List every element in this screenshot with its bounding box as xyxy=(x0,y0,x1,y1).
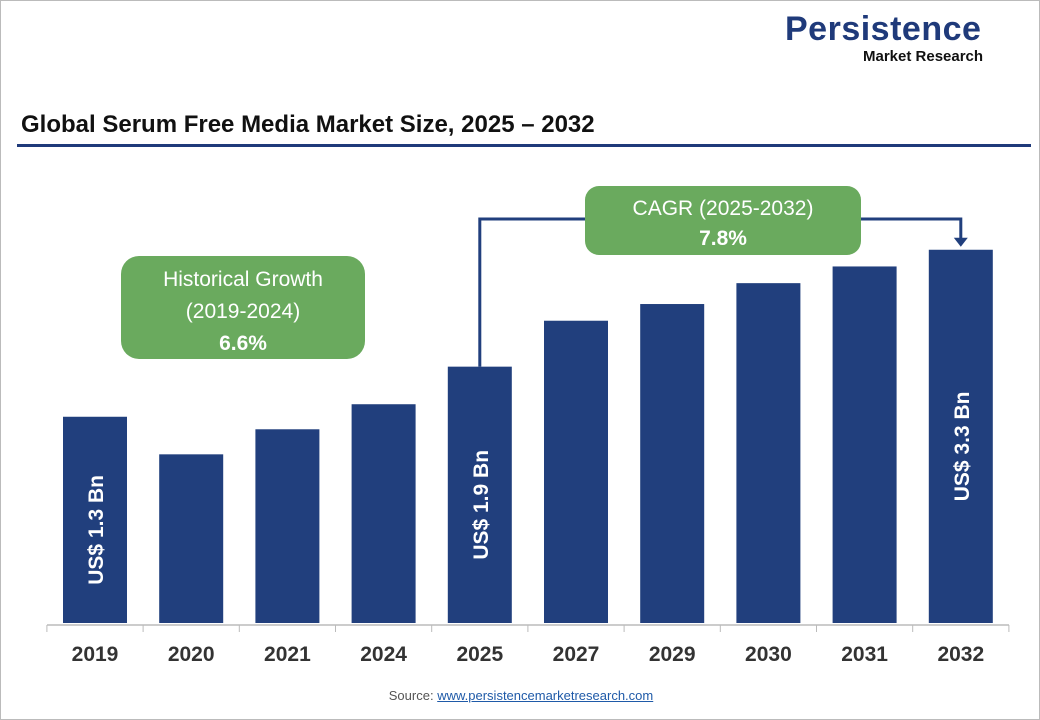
source-link[interactable]: www.persistencemarketresearch.com xyxy=(437,688,654,703)
logo-subtitle: Market Research xyxy=(863,48,984,65)
x-tick-label-2029: 2029 xyxy=(649,643,696,666)
data-label-2019: US$ 1.3 Bn xyxy=(85,475,108,585)
bar-2027 xyxy=(544,320,608,623)
source-label: Source: xyxy=(388,688,434,703)
x-tick-label-2019: 2019 xyxy=(72,643,119,666)
logo: Persistence xyxy=(785,10,982,48)
historical-growth-text: Historical Growth xyxy=(163,268,323,291)
title-divider xyxy=(17,144,1031,147)
x-tick-label-2032: 2032 xyxy=(937,643,984,666)
x-tick-label-2024: 2024 xyxy=(360,643,407,666)
x-tick-label-2031: 2031 xyxy=(841,643,888,666)
historical-growth-text: 6.6% xyxy=(219,332,267,355)
chart-title: Global Serum Free Media Market Size, 202… xyxy=(21,111,595,138)
bar-2021 xyxy=(255,429,320,623)
x-tick-label-2021: 2021 xyxy=(264,643,311,666)
historical-growth-box xyxy=(121,256,365,359)
cagr-box xyxy=(585,186,861,255)
bar-2030 xyxy=(736,283,801,623)
historical-growth-text: (2019-2024) xyxy=(186,300,300,323)
x-tick-label-2027: 2027 xyxy=(553,643,600,666)
source-note: Source: www.persistencemarketresearch.co… xyxy=(1,688,1039,703)
cagr-text: 7.8% xyxy=(699,227,747,250)
bar-2024 xyxy=(351,404,416,623)
data-label-2032: US$ 3.3 Bn xyxy=(951,392,974,502)
data-label-2025: US$ 1.9 Bn xyxy=(470,450,493,560)
cagr-text: CAGR (2025-2032) xyxy=(633,197,814,220)
arrow-head-icon xyxy=(953,237,968,247)
x-tick-label-2025: 2025 xyxy=(456,643,503,666)
bar-2029 xyxy=(640,304,705,623)
bar-2031 xyxy=(832,266,897,623)
bar-2032 xyxy=(928,249,993,623)
x-tick-label-2020: 2020 xyxy=(168,643,215,666)
bar-2025 xyxy=(447,366,512,623)
bar-2019 xyxy=(63,416,127,623)
x-tick-label-2030: 2030 xyxy=(745,643,792,666)
bar-2020 xyxy=(159,454,224,623)
